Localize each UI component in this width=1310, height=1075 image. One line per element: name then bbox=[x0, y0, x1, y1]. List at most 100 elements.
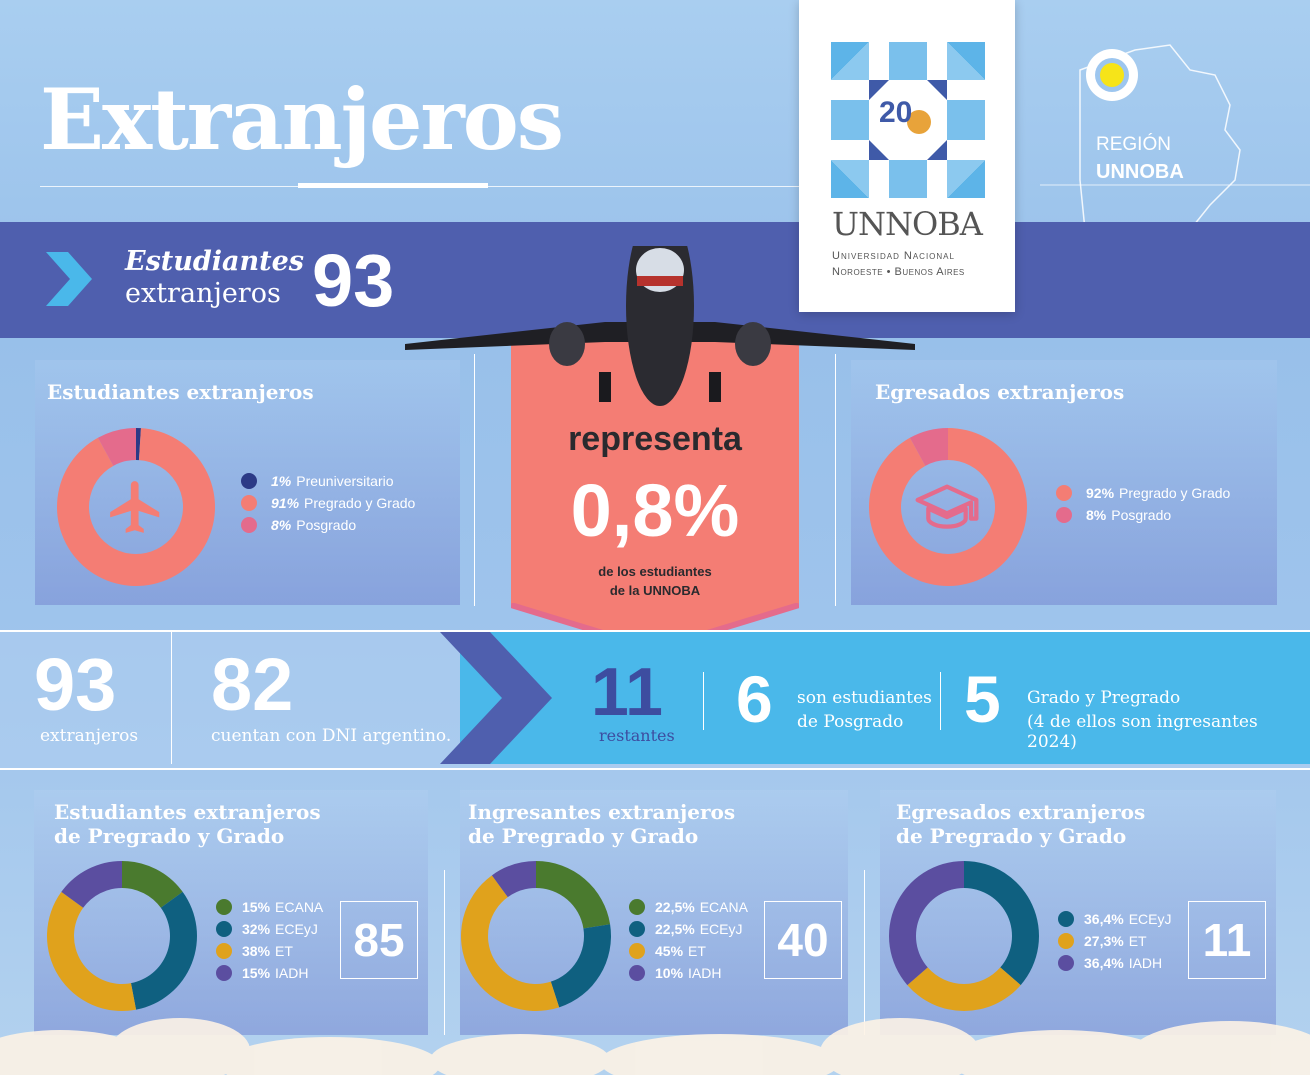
divider bbox=[444, 870, 445, 1035]
graduates-legend: 92% Pregrado y Grado 8% Posgrado bbox=[1056, 482, 1230, 526]
donut-slice-preuniversitario bbox=[136, 428, 141, 461]
dni-label: cuentan con DNI argentino. bbox=[211, 726, 452, 746]
legend-item: 27,3% ET bbox=[1058, 930, 1172, 952]
region-name: UNNOBA bbox=[1096, 161, 1184, 183]
legend-label: Preuniversitario bbox=[296, 473, 394, 489]
legend-label: ECEyJ bbox=[275, 921, 318, 937]
chart3-title2: de Pregrado y Grado bbox=[468, 824, 699, 848]
donut-slice-ecana bbox=[122, 861, 183, 908]
divider bbox=[940, 672, 941, 730]
legend-label: Posgrado bbox=[296, 517, 357, 533]
legend-dot bbox=[1056, 485, 1072, 501]
chart4-title2: de Pregrado y Grado bbox=[896, 824, 1127, 848]
chart3-total: 40 bbox=[764, 901, 842, 979]
legend-label: ECANA bbox=[699, 899, 748, 915]
chart3-title1: Ingresantes extranjeros bbox=[468, 800, 736, 824]
chart2-total: 85 bbox=[340, 901, 418, 979]
donut-slice-et bbox=[907, 967, 1021, 1011]
divider bbox=[835, 354, 836, 606]
chart2-title2: de Pregrado y Grado bbox=[54, 824, 285, 848]
legend-dot bbox=[629, 921, 645, 937]
grado-value: 5 bbox=[964, 662, 1001, 736]
donut-slice-posgrado bbox=[909, 428, 948, 466]
logo-line1: Universidad Nacional bbox=[832, 250, 955, 262]
legend-item: 15% ECANA bbox=[216, 896, 323, 918]
legend-dot bbox=[1056, 507, 1072, 523]
chevron-right-icon bbox=[440, 632, 552, 764]
legend-pct: 38% bbox=[242, 943, 271, 959]
logo-pattern-icon bbox=[831, 42, 985, 198]
donut-slice-eceyj bbox=[130, 891, 197, 1010]
legend-pct: 8% bbox=[1086, 507, 1107, 523]
students-faculty-donut bbox=[47, 861, 197, 1011]
graduates-faculty-donut bbox=[889, 861, 1039, 1011]
share-word: representa bbox=[568, 420, 742, 458]
legend-item: 15% IADH bbox=[216, 962, 323, 984]
legend-dot bbox=[241, 517, 257, 533]
legend-item: 8% Posgrado bbox=[241, 514, 415, 536]
donut-slice-posgrado bbox=[97, 428, 136, 466]
legend-item: 38% ET bbox=[216, 940, 323, 962]
posgrado-label2: de Posgrado bbox=[797, 712, 904, 732]
posgrado-value: 6 bbox=[736, 662, 773, 736]
legend-dot bbox=[1058, 911, 1074, 927]
legend-dot bbox=[216, 921, 232, 937]
legend-item: 32% ECEyJ bbox=[216, 918, 323, 940]
legend-item: 22,5% ECEyJ bbox=[629, 918, 748, 940]
donut-slice-eceyj bbox=[964, 861, 1039, 986]
legend-pct: 36,4% bbox=[1084, 955, 1124, 971]
grado-label1: Grado y Pregrado bbox=[1027, 688, 1181, 708]
legend-dot bbox=[1058, 933, 1074, 949]
legend-pct: 45% bbox=[655, 943, 684, 959]
chart4-total: 11 bbox=[1188, 901, 1266, 979]
remaining-label: restantes bbox=[599, 726, 675, 745]
graduates-panel-title: Egresados extranjeros bbox=[875, 380, 1125, 404]
remaining-value: 11 bbox=[591, 654, 663, 730]
donut-slice-eceyj bbox=[550, 924, 611, 1008]
chevron-right-icon bbox=[46, 252, 92, 306]
divider bbox=[703, 672, 704, 730]
donut-slice-iadh bbox=[491, 861, 536, 898]
legend-label: Posgrado bbox=[1111, 507, 1172, 523]
band-title: Estudiantes bbox=[125, 246, 304, 277]
legend-item: 92% Pregrado y Grado bbox=[1056, 482, 1230, 504]
legend-item: 36,4% ECEyJ bbox=[1058, 908, 1172, 930]
chart3-legend: 22,5% ECANA 22,5% ECEyJ 45% ET 10% IADH bbox=[629, 896, 748, 984]
legend-dot bbox=[216, 899, 232, 915]
legend-label: ET bbox=[275, 943, 293, 959]
legend-dot bbox=[629, 899, 645, 915]
graduation-cap-icon bbox=[915, 484, 979, 529]
legend-label: ECEyJ bbox=[699, 921, 743, 937]
share-caption2: de la UNNOBA bbox=[609, 583, 701, 598]
students-panel-title: Estudiantes extranjeros bbox=[47, 380, 314, 404]
legend-pct: 27,3% bbox=[1084, 933, 1124, 949]
logo-name: UNNOBA bbox=[832, 205, 983, 243]
region-label: REGIÓN bbox=[1096, 134, 1171, 155]
legend-label: ET bbox=[688, 943, 706, 959]
summary-blue-area bbox=[460, 632, 1310, 764]
legend-pct: 22,5% bbox=[655, 899, 695, 915]
legend-dot bbox=[1058, 955, 1074, 971]
chart4-legend: 36,4% ECEyJ 27,3% ET 36,4% IADH bbox=[1058, 908, 1172, 974]
legend-item: 8% Posgrado bbox=[1056, 504, 1230, 526]
share-percent: 0,8% bbox=[570, 469, 740, 552]
divider bbox=[474, 354, 475, 606]
donut-slice-et bbox=[461, 875, 560, 1011]
legend-pct: 32% bbox=[242, 921, 271, 937]
legend-label: IADH bbox=[1128, 955, 1163, 971]
donut-slice-iadh bbox=[61, 861, 122, 908]
legend-dot bbox=[241, 473, 257, 489]
band-subtitle: extranjeros bbox=[125, 278, 281, 309]
legend-label: ECEyJ bbox=[1128, 911, 1172, 927]
legend-pct: 92% bbox=[1086, 485, 1115, 501]
legend-item: 1% Preuniversitario bbox=[241, 470, 415, 492]
legend-dot bbox=[216, 965, 232, 981]
donut-slice-pregrado-y-grado bbox=[56, 428, 216, 586]
legend-pct: 1% bbox=[271, 473, 292, 489]
chart2-title1: Estudiantes extranjeros bbox=[54, 800, 321, 824]
legend-item: 36,4% IADH bbox=[1058, 952, 1172, 974]
legend-dot bbox=[216, 943, 232, 959]
graduates-donut bbox=[869, 428, 1027, 586]
legend-label: ECANA bbox=[275, 899, 324, 915]
legend-dot bbox=[241, 495, 257, 511]
